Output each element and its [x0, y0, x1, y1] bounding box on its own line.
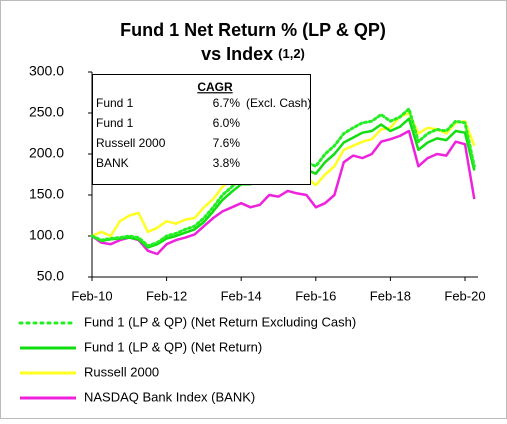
cagr-cell: Russell 2000	[96, 136, 166, 150]
title-note: (1,2)	[278, 46, 305, 61]
chart-title-line2: vs Index (1,2)	[201, 44, 305, 64]
y-tick-label: 100.0	[29, 227, 64, 243]
series-line	[91, 129, 476, 256]
cagr-table-box	[92, 74, 311, 185]
legend-label: Fund 1 (LP & QP) (Net Return)	[84, 339, 262, 354]
cagr-cell: 6.0%	[213, 116, 241, 130]
cagr-cell: BANK	[96, 156, 129, 170]
cagr-cell: (Excl. Cash)	[246, 96, 311, 110]
chart-title: vs Index	[201, 44, 273, 64]
x-tick-label: Feb-16	[295, 288, 336, 303]
cagr-cell: 6.7%	[213, 96, 241, 110]
legend-label: Russell 2000	[84, 364, 159, 379]
y-tick-label: 50.0	[37, 268, 64, 284]
cagr-cell: 3.8%	[213, 156, 241, 170]
chart-title: Fund 1 Net Return % (LP & QP)	[120, 20, 386, 40]
cagr-cell: 7.6%	[213, 136, 241, 150]
x-tick-label: Feb-10	[71, 288, 112, 303]
cagr-cell: Fund 1	[96, 116, 134, 130]
cagr-cell: Fund 1	[96, 96, 134, 110]
x-tick-label: Feb-12	[146, 288, 187, 303]
y-tick-label: 250.0	[29, 104, 64, 120]
legend-label: Fund 1 (LP & QP) (Net Return Excluding C…	[84, 314, 356, 329]
y-tick-label: 150.0	[29, 186, 64, 202]
cagr-title: CAGR	[197, 80, 233, 94]
y-tick-label: 300.0	[29, 63, 64, 79]
legend-label: NASDAQ Bank Index (BANK)	[84, 389, 255, 404]
x-tick-label: Feb-20	[444, 288, 485, 303]
x-tick-label: Feb-18	[370, 288, 411, 303]
x-tick-label: Feb-14	[221, 288, 262, 303]
y-tick-label: 200.0	[29, 145, 64, 161]
